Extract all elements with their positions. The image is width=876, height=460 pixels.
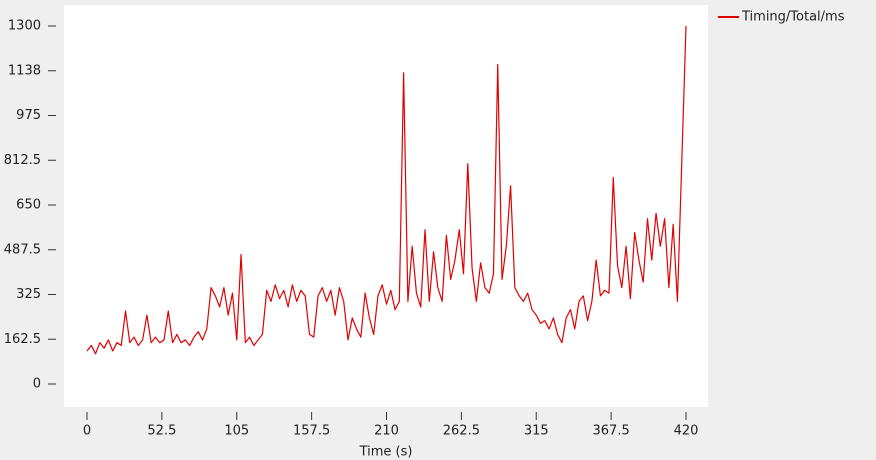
x-tick-label: 52.5 [147,424,176,439]
data-line [86,25,687,355]
y-tick-label: 325 [16,287,41,302]
x-tick-label: 420 [674,424,699,439]
x-axis-label: Time (s) [359,445,413,460]
y-tick-label: 1138 [8,63,41,78]
y-tick-label: 162.5 [4,332,41,347]
x-tick-label: 105 [224,424,249,439]
x-tick-label: 367.5 [593,424,630,439]
y-tick-label: 812.5 [4,153,41,168]
y-tick-label: 1300 [8,19,41,34]
y-tick-label: 975 [16,108,41,123]
y-tick-label: 0 [33,377,41,392]
x-tick-label: 262.5 [443,424,480,439]
y-tick-label: 650 [16,198,41,213]
x-tick-label: 157.5 [293,424,330,439]
legend-label[interactable]: Timing/Total/ms [741,10,845,25]
x-tick-label: 0 [83,424,91,439]
x-tick-label: 315 [524,424,549,439]
y-tick-label: 487.5 [4,242,41,257]
x-tick-label: 210 [374,424,399,439]
plot-area [64,5,708,407]
